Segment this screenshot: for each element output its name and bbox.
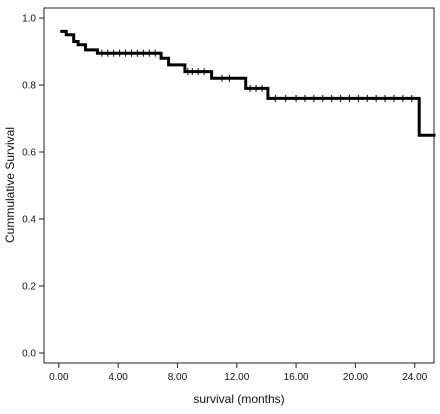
x-tick-label: 12.00 xyxy=(224,372,249,383)
survival-curve xyxy=(60,29,436,137)
y-tick-label: 0.4 xyxy=(22,214,36,225)
y-axis-title: Cummulative Survival xyxy=(3,127,17,243)
plot-area xyxy=(43,7,435,364)
x-tick-label: 16.00 xyxy=(284,372,309,383)
x-tick-label: 24.00 xyxy=(402,372,427,383)
x-axis-title: survival (months) xyxy=(193,392,284,406)
x-tick-label: 20.00 xyxy=(343,372,368,383)
y-tick-label: 0.6 xyxy=(22,148,36,159)
y-tick-label: 0.2 xyxy=(22,281,36,292)
x-tick-label: 4.00 xyxy=(108,372,128,383)
x-axis: 0.00 4.00 8.00 12.00 16.00 20.00 24.00 xyxy=(49,363,428,383)
x-tick-label: 0.00 xyxy=(49,372,69,383)
series-layer xyxy=(60,29,436,137)
y-axis: 0.0 0.2 0.4 0.6 0.8 1.0 xyxy=(22,14,44,359)
x-tick-label: 8.00 xyxy=(168,372,188,383)
y-tick-label: 0.8 xyxy=(22,81,36,92)
y-tick-label: 1.0 xyxy=(22,14,36,25)
y-tick-label: 0.0 xyxy=(22,348,36,359)
